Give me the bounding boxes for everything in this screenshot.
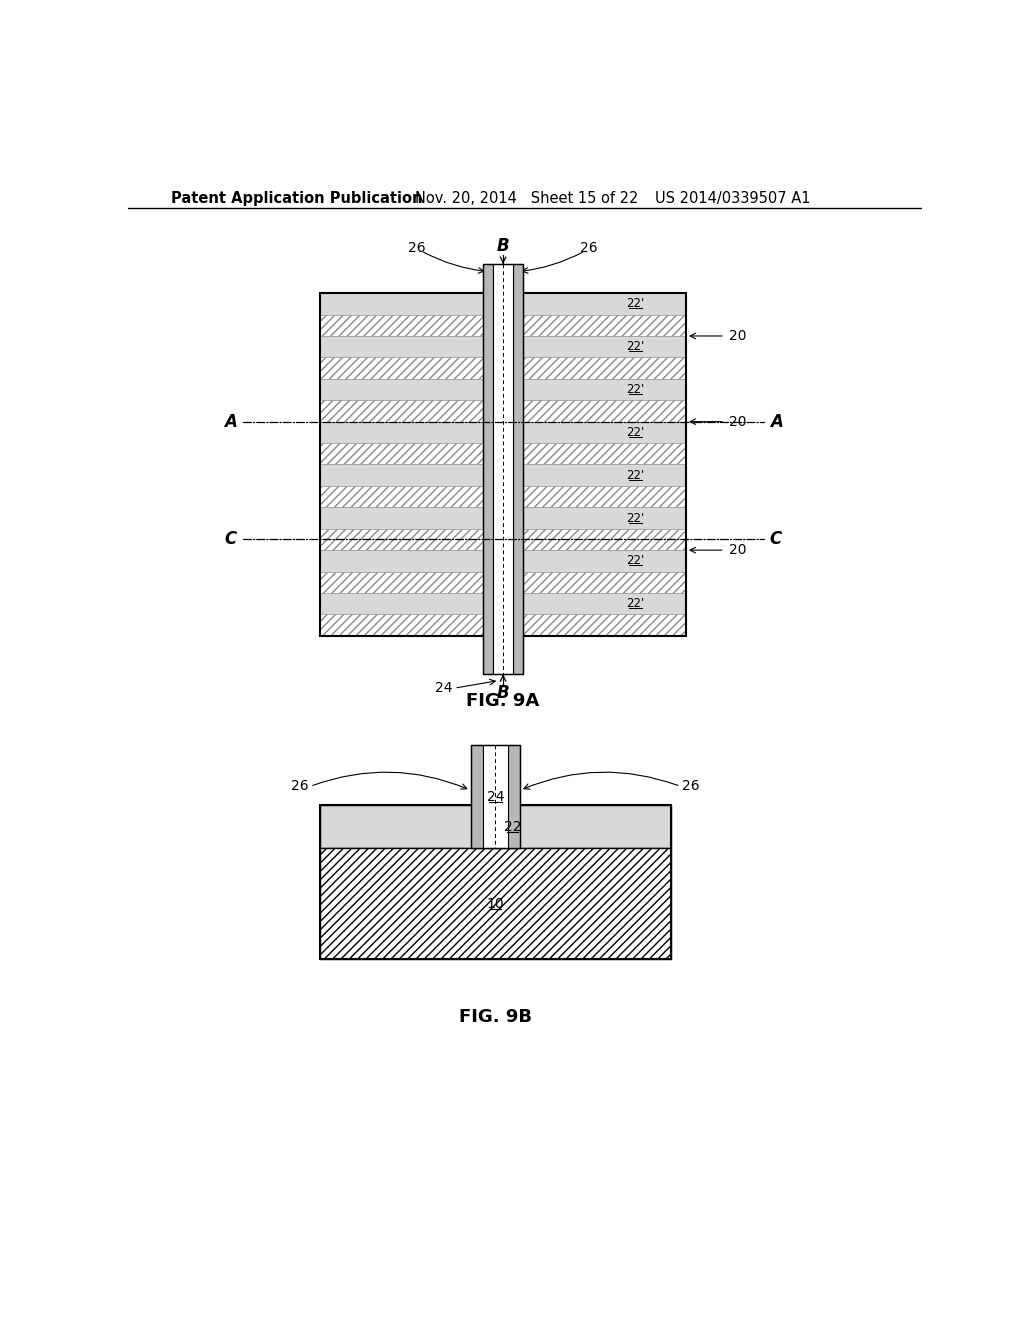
Bar [471,744,520,849]
Text: C: C [770,531,782,548]
Bar [321,293,686,636]
Bar [321,593,686,614]
Text: 20: 20 [729,329,746,343]
Bar [321,314,686,337]
Text: 22': 22' [627,297,645,310]
Bar [321,400,686,421]
Bar [321,529,686,550]
Text: 22': 22' [627,426,645,438]
Bar [483,744,508,849]
Text: 10: 10 [486,896,504,911]
Bar [321,465,686,486]
Text: 24: 24 [486,789,504,804]
Bar [508,744,520,849]
Text: 26: 26 [581,242,598,256]
Text: Nov. 20, 2014   Sheet 15 of 22: Nov. 20, 2014 Sheet 15 of 22 [415,191,638,206]
Text: 22: 22 [504,820,521,834]
Bar [321,805,671,960]
Text: 20: 20 [729,414,746,429]
Text: A: A [770,413,782,430]
Text: FIG. 9B: FIG. 9B [459,1008,531,1026]
Text: A: A [223,413,237,430]
Text: 22': 22' [627,341,645,354]
Bar [321,293,686,314]
Bar [493,264,513,675]
Bar [321,572,686,593]
Text: B: B [497,684,509,701]
Bar [321,507,686,529]
Text: 22': 22' [627,597,645,610]
Bar [471,744,483,849]
Bar [321,379,686,400]
Text: 22': 22' [627,383,645,396]
Text: 22': 22' [627,554,645,568]
Text: FIG. 9A: FIG. 9A [467,692,540,710]
Bar [483,264,493,675]
Bar [321,849,671,960]
Bar [321,444,686,465]
Text: 22': 22' [627,469,645,482]
Bar [321,337,686,358]
Bar [321,805,671,849]
Text: US 2014/0339507 A1: US 2014/0339507 A1 [655,191,811,206]
Bar [321,421,686,444]
Bar [321,486,686,507]
Text: C: C [224,531,237,548]
Text: 26: 26 [409,242,426,256]
Bar [321,358,686,379]
Text: 26: 26 [682,779,699,793]
Text: 20: 20 [729,543,746,557]
Bar [513,264,523,675]
Text: 26: 26 [291,779,308,793]
Text: 24: 24 [435,681,453,696]
Bar [483,264,523,675]
Text: 22': 22' [627,512,645,524]
Text: B: B [497,236,509,255]
Text: Patent Application Publication: Patent Application Publication [171,191,422,206]
Bar [321,614,686,636]
Bar [321,550,686,572]
